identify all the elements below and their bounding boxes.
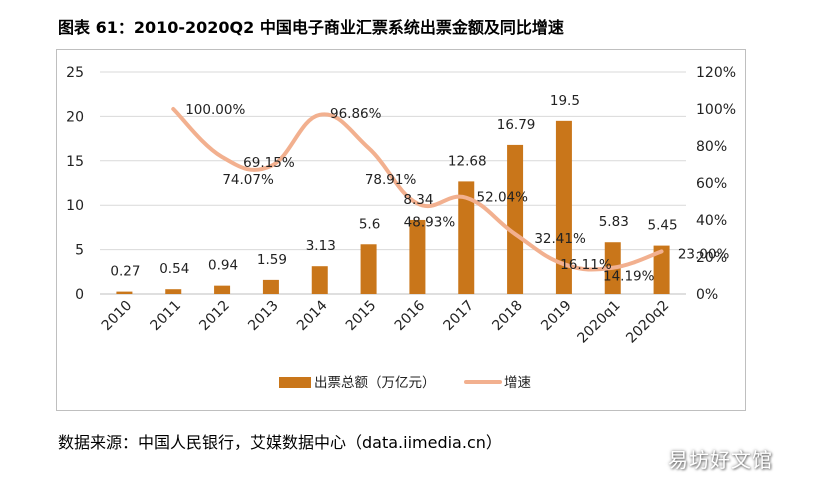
bar-data-labels: 0.27 0.54 0.94 1.59 3.13 5.6 8.34 12.68 16.79 19.…: [110, 93, 677, 280]
right-axis-tick-label: 20%: [696, 250, 727, 266]
line-data-label: 14.19%: [603, 269, 655, 285]
chart-title: 图表 61：2010-2020Q2 中国电子商业汇票系统出票金额及同比增速: [58, 18, 564, 37]
line-data-label: 48.93%: [404, 214, 456, 230]
x-axis-tick-label: 2012: [196, 298, 233, 335]
bar: [165, 289, 182, 294]
right-axis-ticks: 0% 20% 40% 60% 80% 100% 120%: [696, 65, 736, 303]
growth-line: [171, 107, 664, 272]
gridlines: [100, 71, 686, 295]
bar-data-label: 0.27: [110, 264, 140, 280]
line-series: [171, 107, 664, 272]
x-axis-tick-label: 2019: [538, 298, 575, 335]
bar-data-label: 1.59: [257, 252, 287, 268]
line-data-labels: 100.00% 74.07%69.15% 96.86% 78.91% 48.93% 52.…: [185, 102, 729, 285]
bar-data-label: 16.79: [497, 117, 536, 133]
bar-series: [116, 120, 670, 294]
x-axis-tick-label: 2020q2: [623, 298, 672, 347]
right-axis-tick-label: 60%: [696, 176, 727, 192]
right-axis-tick-label: 40%: [696, 213, 727, 229]
bar: [458, 181, 475, 294]
watermark: 易坊好文馆: [668, 448, 773, 472]
bar: [653, 245, 670, 294]
legend: 出票总额（万亿元） 增速: [279, 375, 531, 391]
x-axis-tick-label: 2015: [343, 298, 380, 335]
line-data-label: 74.07%: [222, 172, 274, 188]
bar-data-label: 8.34: [403, 192, 433, 208]
left-axis-tick-label: 0: [75, 287, 84, 303]
bar: [360, 244, 377, 294]
bar: [214, 285, 231, 294]
bar: [116, 291, 133, 294]
x-axis-ticks: 2010 2011 2012 2013 2014 2015 2016 2017 2018 2019…: [99, 297, 673, 346]
x-axis-tick-label: 2018: [489, 298, 526, 335]
right-axis-tick-label: 120%: [696, 65, 736, 81]
x-axis-tick-label: 2011: [148, 298, 185, 335]
source-note: 数据来源：中国人民银行，艾媒数据中心（data.iimedia.cn）: [58, 433, 502, 452]
line-data-label: 32.41%: [534, 231, 586, 247]
line-data-label: 100.00%: [185, 102, 245, 118]
line-data-label: 16.11%: [560, 257, 612, 273]
left-axis-tick-label: 10: [66, 198, 84, 214]
left-axis-tick-label: 15: [66, 154, 84, 170]
bar: [507, 144, 524, 294]
line-data-label: 23.00%: [678, 246, 730, 262]
bar-data-label: 5.6: [359, 216, 380, 232]
left-axis-tick-label: 5: [75, 243, 84, 259]
bar: [555, 120, 572, 294]
line-data-label: 96.86%: [330, 106, 382, 122]
bar: [409, 219, 426, 294]
bar-data-label: 5.45: [648, 218, 678, 234]
left-axis-tick-label: 20: [66, 109, 84, 125]
bar-data-label: 5.83: [599, 214, 629, 230]
right-axis-tick-label: 100%: [696, 102, 736, 118]
x-axis-tick-label: 2017: [441, 298, 478, 335]
x-axis-tick-label: 2016: [392, 297, 429, 334]
bar-data-label: 0.54: [159, 261, 189, 277]
x-axis-tick-label: 2014: [294, 297, 331, 334]
chart-frame: [56, 49, 746, 411]
line-data-label: 52.04%: [477, 190, 529, 206]
legend-line-label: 增速: [504, 375, 531, 391]
line-data-label: 78.91%: [365, 172, 417, 188]
x-axis-tick-label: 2010: [99, 298, 136, 335]
x-axis-tick-label: 2020q1: [574, 298, 623, 347]
legend-bar-label: 出票总额（万亿元）: [314, 375, 436, 391]
left-axis-tick-label: 25: [66, 65, 84, 81]
line-data-label: 69.15%: [243, 155, 295, 171]
legend-bar-swatch: [279, 377, 311, 388]
right-axis-tick-label: 80%: [696, 139, 727, 155]
bar: [262, 279, 279, 294]
bar-data-label: 3.13: [306, 238, 336, 254]
bar-data-label: 0.94: [208, 258, 238, 274]
right-axis-tick-label: 0%: [696, 287, 718, 303]
bar-data-label: 19.5: [550, 93, 580, 109]
left-axis-ticks: 0 5 10 15 20 25: [66, 65, 84, 303]
bar-data-label: 12.68: [448, 153, 487, 169]
x-axis-tick-label: 2013: [245, 298, 282, 335]
bar: [311, 266, 328, 294]
